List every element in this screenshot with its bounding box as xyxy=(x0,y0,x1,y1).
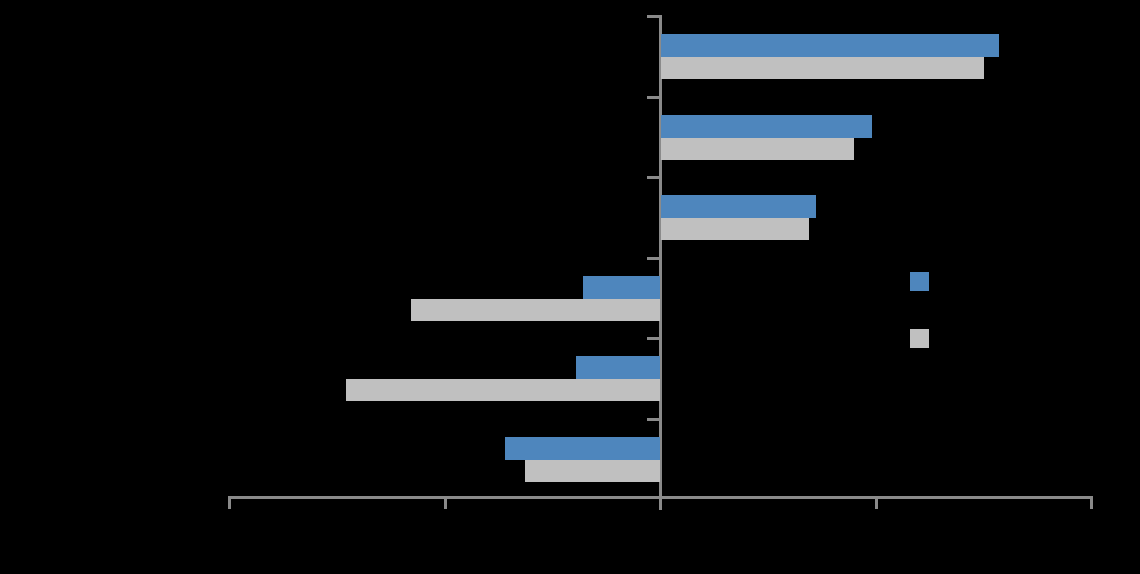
bar-blue-cat1 xyxy=(660,34,999,57)
y-axis-tick xyxy=(647,95,662,99)
x-axis-tick xyxy=(659,496,662,509)
y-axis-tick xyxy=(647,15,662,18)
bar-gray-cat4 xyxy=(410,298,661,321)
bar-gray-cat6 xyxy=(524,459,661,482)
bar-blue-cat5 xyxy=(576,356,661,379)
bar-gray-cat2 xyxy=(660,137,855,160)
bar-gray-cat1 xyxy=(660,57,984,79)
bar-blue-cat6 xyxy=(505,436,661,460)
bar-blue-cat3 xyxy=(660,195,816,218)
x-axis-tick xyxy=(228,496,231,509)
bar-blue-cat2 xyxy=(660,114,872,138)
y-axis-tick xyxy=(647,417,662,421)
x-axis-tick xyxy=(443,496,447,509)
x-axis-tick xyxy=(1090,496,1093,509)
x-axis-tick xyxy=(874,496,878,509)
bar-gray-cat3 xyxy=(660,218,810,240)
bar-gray-cat5 xyxy=(345,379,661,401)
y-axis-line xyxy=(659,16,662,510)
legend-swatch-gray xyxy=(910,329,929,348)
bar-blue-cat4 xyxy=(582,275,661,299)
y-axis-tick xyxy=(647,256,662,260)
y-axis-tick xyxy=(647,337,662,340)
legend-swatch-blue xyxy=(910,272,929,291)
y-axis-tick xyxy=(647,176,662,179)
